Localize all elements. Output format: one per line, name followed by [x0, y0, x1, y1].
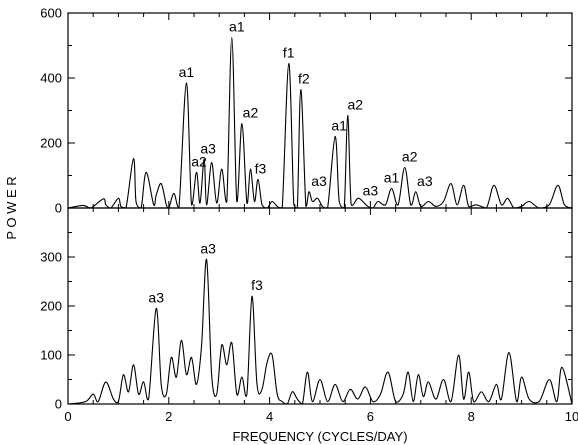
peak-label: a1 — [229, 18, 245, 34]
y-tick-label: 200 — [40, 299, 62, 314]
y-tick-label: 200 — [40, 136, 62, 151]
x-tick-label: 8 — [468, 409, 475, 424]
x-tick-label: 4 — [266, 409, 273, 424]
peak-label: f3 — [251, 277, 263, 293]
y-tick-label: 400 — [40, 71, 62, 86]
peak-label: a3 — [200, 140, 216, 156]
bottom-panel: 0 100 200 300 0 2 4 6 8 10 a3 a3 f3 — [40, 207, 578, 424]
peak-label: a3 — [363, 183, 379, 199]
peak-label: a1 — [179, 64, 195, 80]
x-tick-label: 6 — [367, 409, 374, 424]
x-tick-label: 10 — [565, 409, 578, 424]
peak-label: a2 — [243, 105, 259, 121]
y-axis-label: P O W E R — [4, 176, 19, 239]
power-spectrum-line — [67, 36, 573, 209]
peak-label: f1 — [283, 44, 295, 60]
peak-label: a3 — [200, 240, 216, 256]
peak-label: a2 — [347, 96, 363, 112]
x-tick-label: 2 — [165, 409, 172, 424]
peak-label: f2 — [298, 70, 310, 86]
y-tick-label: 0 — [55, 397, 62, 412]
power-spectrum-line — [67, 258, 573, 405]
y-tick-label: 300 — [40, 250, 62, 265]
x-tick-label: 0 — [64, 409, 71, 424]
y-tick-label: 600 — [40, 6, 62, 21]
peak-label: a1 — [331, 118, 347, 134]
peak-label: a3 — [148, 289, 164, 305]
peak-label: a3 — [417, 173, 433, 189]
axis-labels: P O W E R FREQUENCY (CYCLES/DAY) — [4, 176, 408, 444]
y-tick-label: 100 — [40, 348, 62, 363]
y-tick-label: 0 — [55, 201, 62, 216]
peak-label: a2 — [402, 148, 418, 164]
x-axis-label: FREQUENCY (CYCLES/DAY) — [232, 429, 407, 444]
peak-label: a1 — [384, 170, 400, 186]
plot-frame — [67, 207, 573, 405]
peak-label: a2 — [191, 153, 207, 169]
peak-label: a3 — [311, 173, 327, 189]
peak-label: f3 — [255, 160, 267, 176]
